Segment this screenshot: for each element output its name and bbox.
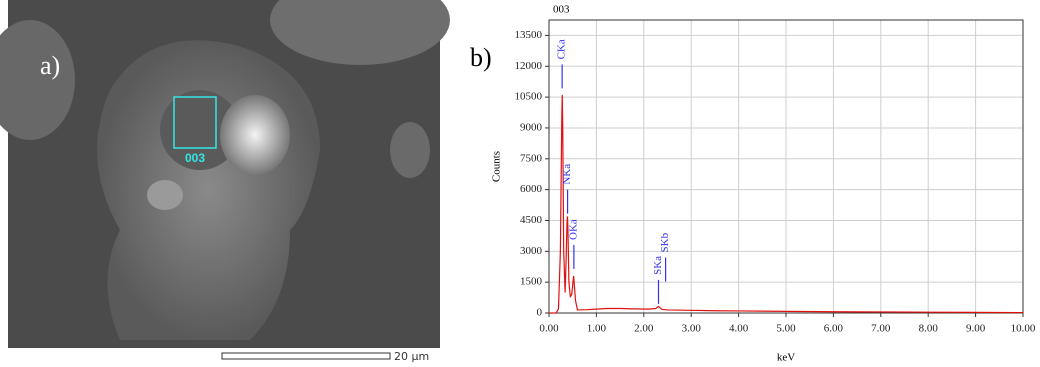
plot-frame [548,19,1024,314]
x-tick-label: 5.00 [776,323,796,335]
particle [0,20,75,140]
chart-title: 003 [553,4,570,16]
x-tick-label: 8.00 [919,323,939,335]
particle [390,122,430,178]
spectrum-line [549,95,1024,314]
y-tick-label: 0 [537,307,543,319]
x-tick-label: 10.00 [1011,323,1036,335]
peak-label: SKa [652,256,664,275]
panel-label: b) [470,43,492,72]
y-tick-label: 3000 [520,245,543,257]
chart: 0 1500 3000 4500 6000 7500 9000 10500 12000 13500… [491,4,1036,364]
y-tick-label: 7500 [520,152,543,164]
x-tick-label: 3.00 [682,323,702,335]
x-tick-label: 1.00 [587,323,607,335]
y-tick-label: 6000 [520,183,543,195]
scale-bar [221,352,391,360]
x-axis-label: keV [777,352,795,364]
x-tick-label: 0.00 [539,323,559,335]
x-tick-label: 2.00 [634,323,654,335]
peak-label: CKa [556,39,568,59]
y-tick-label: 13500 [515,29,543,41]
y-tick-label: 12000 [515,60,543,72]
bright-region [220,95,290,175]
y-tick-label: 4500 [520,214,543,226]
x-tick-label: 4.00 [729,323,749,335]
y-tick-label: 9000 [520,121,543,133]
x-tick-label: 7.00 [871,323,891,335]
y-tick-label: 1500 [520,276,543,288]
particle [270,0,450,65]
panel-label: a) [40,51,60,80]
peak-label: NKa [561,164,573,185]
particle-core [160,90,240,170]
box-label: 003 [185,151,205,165]
x-tick-label: 9.00 [966,323,986,335]
selection-box [173,96,217,149]
sem-image: 003 a) [0,0,450,348]
scale-bar-label: 20 μm [394,350,429,363]
peak-label: SKb [659,232,671,252]
x-tick-label: 6.00 [824,323,844,335]
y-axis-label: Counts [491,151,503,182]
peak-label: OKa [567,219,579,240]
y-tick-label: 10500 [515,91,543,103]
bright-region [147,180,183,210]
